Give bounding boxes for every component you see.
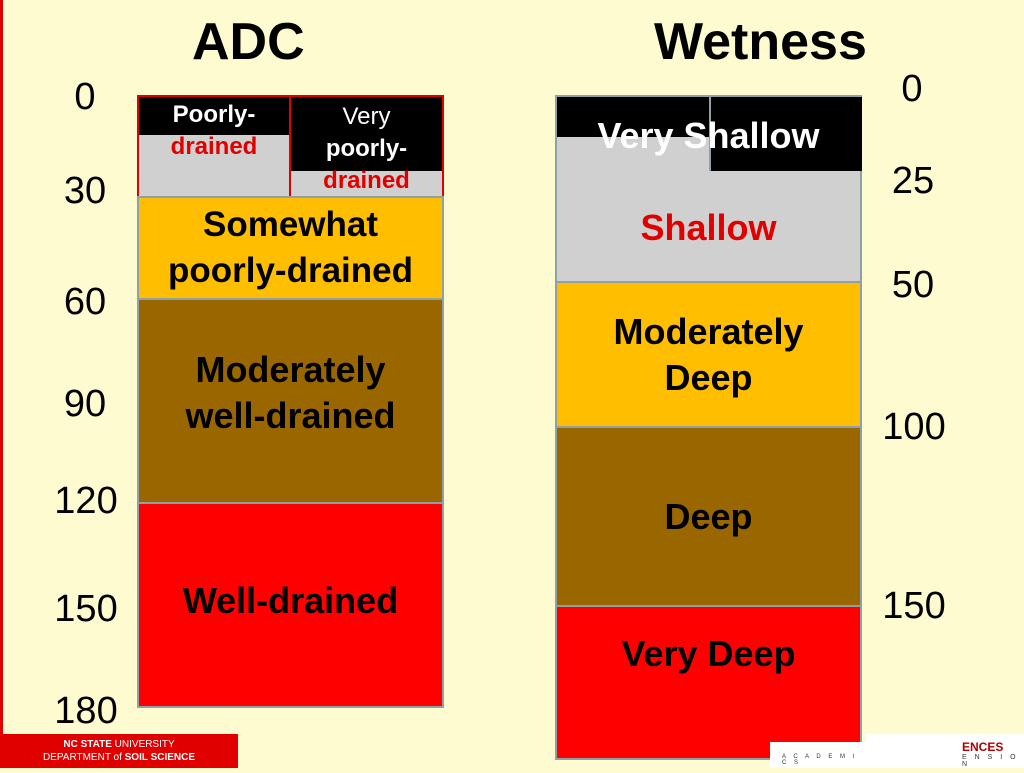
adc-very-poorly-drained: Very poorly- drained <box>289 95 444 198</box>
somewhat-poorly-label-line1: Somewhat <box>202 205 379 244</box>
wetness-tick-50: 50 <box>891 264 935 306</box>
moderately-deep-label-line1: Moderately <box>613 310 804 352</box>
footer-soil-science: SOIL SCIENCE <box>124 752 196 763</box>
wetness-very-deep: Very Deep <box>555 605 862 760</box>
adc-well-drained: Well-drained <box>137 502 444 708</box>
shallow-label: Shallow <box>640 207 777 248</box>
very-shallow-label: Very Shallow <box>597 115 820 156</box>
poorly-drained-label-line2: drained <box>170 133 258 160</box>
footer-right-logo: ENCES E N S I O N <box>866 734 1024 768</box>
wetness-tick-100: 100 <box>882 406 946 448</box>
adc-tick-30: 30 <box>63 170 107 212</box>
very-shallow-black-cap-right <box>709 97 862 171</box>
wetness-title: Wetness <box>654 13 867 71</box>
adc-tick-90: 90 <box>63 383 107 425</box>
adc-moderately-well-drained: Moderately well-drained <box>137 298 444 504</box>
poorly-drained-black-cap <box>139 97 289 135</box>
moderately-deep-label-line2: Deep <box>664 356 753 398</box>
wetness-tick-25: 25 <box>891 160 935 202</box>
wetness-tick-150: 150 <box>882 585 946 627</box>
footer-university-banner: NC STATE UNIVERSITY DEPARTMENT of SOIL S… <box>0 734 238 768</box>
very-shallow-black-cap-left <box>557 97 709 137</box>
footer-academics-strip: A C A D E M I C S <box>770 742 866 768</box>
very-poorly-drained-black-cap <box>291 97 442 171</box>
very-poorly-drained-label-line1: Very <box>342 103 391 130</box>
adc-tick-180: 180 <box>54 690 118 732</box>
adc-poorly-drained: Poorly- drained <box>137 95 291 198</box>
footer-sciences-text: ENCES <box>962 740 1004 754</box>
footer-department: DEPARTMENT of <box>42 752 125 763</box>
footer-academics-text: A C A D E M I C S <box>782 754 858 766</box>
moderately-well-label-line2: well-drained <box>185 395 396 436</box>
wetness-shallow: Shallow Very Shallow <box>555 95 862 283</box>
footer-nc-state: NC STATE <box>63 739 112 750</box>
well-drained-label: Well-drained <box>182 580 399 621</box>
adc-somewhat-poorly-drained: Somewhat poorly-drained <box>137 196 444 300</box>
moderately-well-label-line1: Moderately <box>195 349 386 390</box>
somewhat-poorly-label-line2: poorly-drained <box>167 251 414 290</box>
very-poorly-drained-label-line2: poorly- <box>325 135 408 162</box>
left-red-rule <box>0 0 3 768</box>
adc-title: ADC <box>192 13 305 71</box>
deep-label: Deep <box>664 495 753 537</box>
adc-tick-120: 120 <box>54 480 118 522</box>
adc-tick-150: 150 <box>54 588 118 630</box>
wetness-moderately-deep: Moderately Deep <box>555 281 862 428</box>
adc-tick-0: 0 <box>74 76 96 118</box>
very-deep-label: Very Deep <box>621 633 796 674</box>
very-poorly-drained-label-line3: drained <box>323 167 410 194</box>
footer-university: UNIVERSITY <box>111 739 175 750</box>
wetness-tick-0: 0 <box>901 68 923 110</box>
poorly-drained-label-line1: Poorly- <box>172 101 256 128</box>
footer-extension-text: E N S I O N <box>962 754 1019 768</box>
wetness-deep: Deep <box>555 426 862 607</box>
adc-tick-60: 60 <box>63 281 107 323</box>
